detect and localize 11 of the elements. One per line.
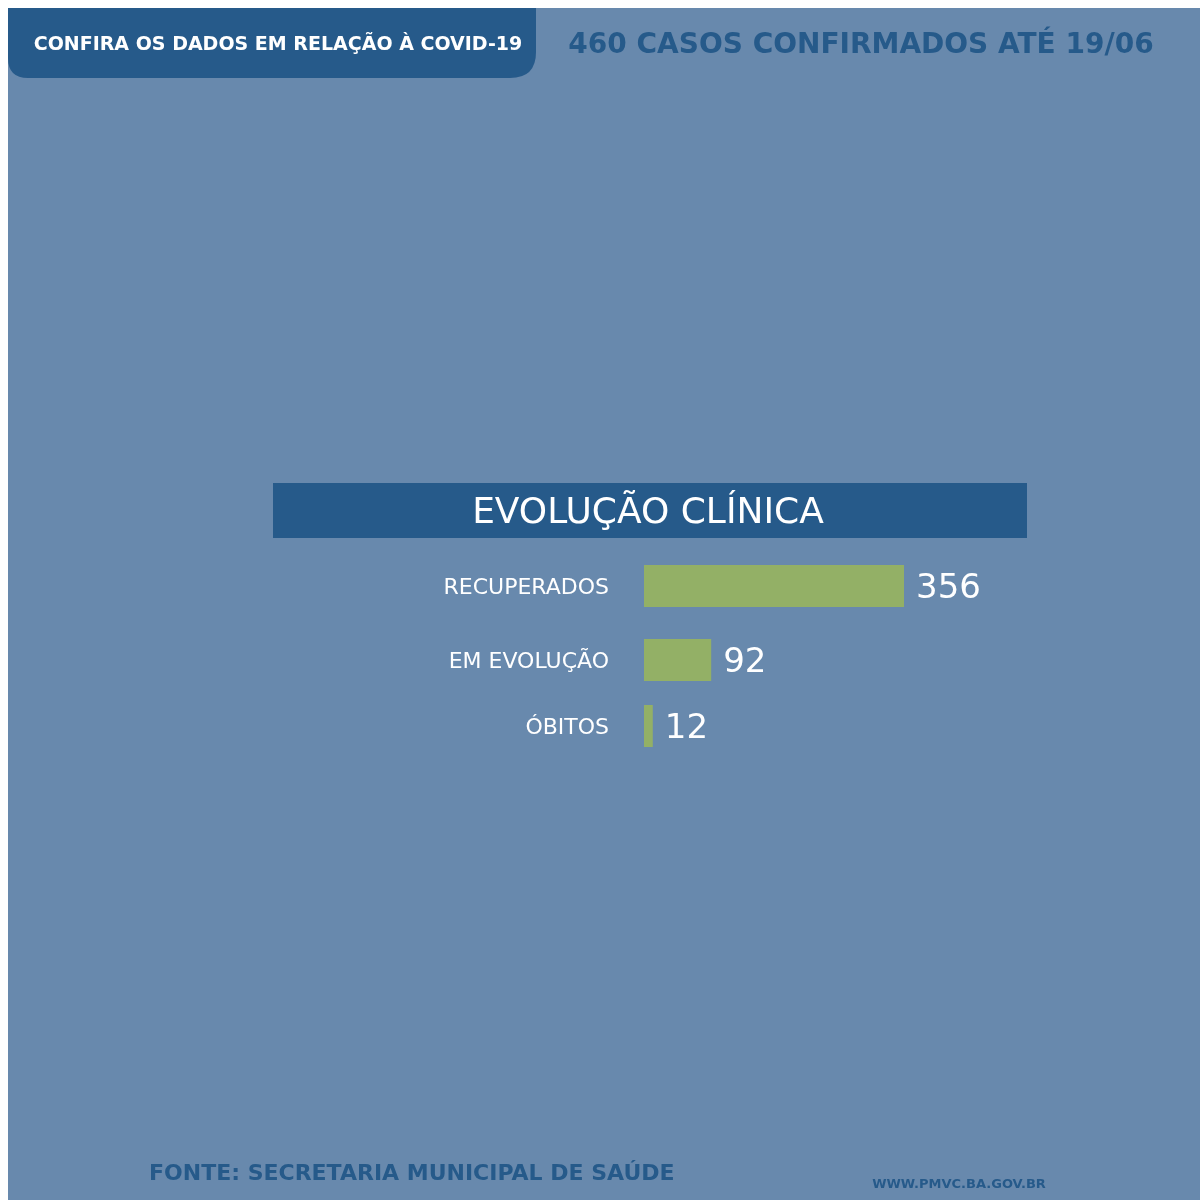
chart-subtitle: 460 CASOS CONFIRMADOS ATÉ 19/06 (568, 26, 1154, 60)
data-label: 356 (916, 566, 981, 606)
data-label: 12 (664, 706, 709, 746)
text: WWW.PMVC.BA.GOV.BR (872, 1176, 1046, 1191)
y-tick-label: ÓBITOS (525, 714, 609, 739)
data-label: 92 (723, 640, 767, 680)
y-tick-label: EM EVOLUÇÃO (448, 647, 609, 673)
chart-title: EVOLUÇÃO CLÍNICA (472, 490, 825, 531)
source-note: FONTE: SECRETARIA MUNICIPAL DE SAÚDE (149, 1160, 675, 1185)
y-tick-label: RECUPERADOS (443, 574, 609, 599)
text: CONFIRA OS DADOS EM RELAÇÃO À COVID-19 (33, 31, 523, 54)
